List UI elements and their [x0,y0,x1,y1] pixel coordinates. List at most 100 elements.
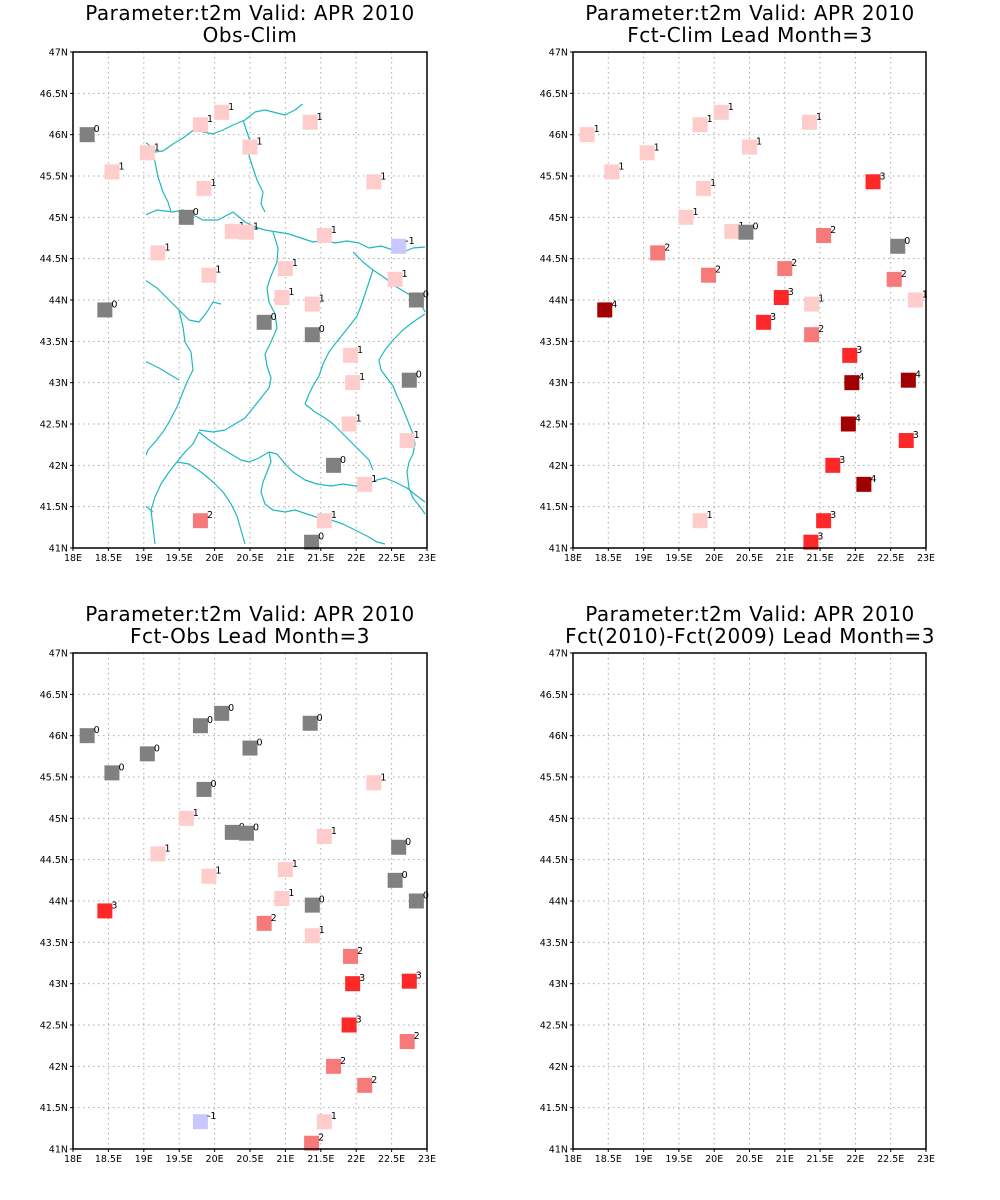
station-marker [104,164,120,180]
station-marker [201,868,217,884]
station-value-label: 0 [228,703,234,714]
station-marker [724,223,740,239]
lat-tick-label: 46.5N [540,690,568,701]
station-marker [178,209,194,225]
station-value-label: 0 [423,891,429,902]
station-value-label: -1 [207,1111,216,1122]
country-borders [573,52,924,544]
lat-tick-label: 45N [549,213,568,224]
station-value-label: 1 [118,161,124,172]
station-marker [304,327,320,343]
station-value-label: 2 [664,242,670,253]
lon-tick-label: 22.5E [877,1154,904,1165]
country-borders [573,653,924,1145]
station-value-label: 1 [292,258,298,269]
lon-tick-label: 21E [276,553,294,564]
station-marker [79,127,95,143]
lon-tick-label: 22E [846,1154,864,1165]
station-value-label: 1 [356,414,362,425]
station-marker [242,740,258,756]
lat-tick-label: 47N [49,649,68,660]
station-marker [387,872,403,888]
lat-tick-label: 47N [549,48,568,59]
station-marker [326,1058,342,1074]
station-value-label: 1 [414,430,420,441]
lon-tick-label: 23E [917,553,935,564]
station-value-label: 2 [901,269,907,280]
lat-tick-label: 41.5N [540,502,568,513]
gridlines [573,52,926,548]
lat-tick-label: 46.5N [540,89,568,100]
station-marker [701,267,717,283]
lon-tick-label: 20E [206,1154,224,1165]
station-value-label: 1 [692,207,698,218]
lat-tick-label: 42.5N [540,1021,568,1032]
station-marker [773,290,789,306]
station-value-label: 3 [788,287,794,298]
station-marker [579,127,595,143]
lon-tick-label: 19.5E [665,1154,692,1165]
station-value-label: 3 [770,312,776,323]
station-marker [742,139,757,155]
station-value-label: 0 [402,870,408,881]
station-marker [316,1114,332,1130]
station-value-label: 3 [839,455,845,466]
station-marker [803,534,819,550]
station-marker [678,209,694,225]
station-marker [391,839,407,855]
station-marker [840,416,856,432]
lat-tick-label: 47N [549,649,568,660]
lon-tick-label: 19E [635,553,653,564]
station-marker [214,104,230,120]
lon-tick-label: 18.5E [595,553,622,564]
panel-subtitle: Obs-Clim [203,23,298,47]
station-marker [692,117,708,133]
station-marker [856,476,872,492]
station-value-label: 0 [111,299,117,310]
lon-tick-label: 18E [64,553,82,564]
lat-tick-label: 42N [549,1062,568,1073]
station-marker [304,897,320,913]
station-marker [238,224,254,240]
lon-tick-label: 19.5E [166,553,193,564]
station-value-label: 1 [253,222,259,233]
lat-tick-label: 46N [549,130,568,141]
station-value-label: 0 [210,779,216,790]
station-marker [97,903,113,919]
station-value-label: 4 [855,414,861,425]
station-value-label: 2 [371,1075,377,1086]
station-marker [366,775,382,791]
station-marker [139,145,155,161]
station-marker [401,372,417,388]
lat-tick-label: 44N [549,296,568,307]
lon-tick-label: 19E [135,1154,153,1165]
station-marker [804,327,820,343]
lon-tick-label: 22E [846,553,864,564]
station-value-label: 0 [405,837,411,848]
station-marker [900,372,916,388]
lat-tick-label: 43N [49,979,68,990]
station-marker [192,513,208,529]
lat-tick-label: 44N [49,897,68,908]
station-marker [399,1034,415,1050]
lon-tick-label: 20.5E [736,1154,763,1165]
station-marker [816,228,832,244]
station-marker [139,746,155,762]
lat-tick-label: 43.5N [40,938,68,949]
station-marker [256,915,272,931]
lat-tick-label: 41.5N [40,1103,68,1114]
station-value-label: 1 [164,843,170,854]
station-value-label: 1 [215,265,221,276]
station-marker [650,245,666,261]
station-value-label: 1 [710,178,716,189]
station-marker [343,347,359,363]
lat-tick-label: 41N [549,1145,568,1156]
lon-tick-label: 23E [917,1154,935,1165]
lat-tick-label: 45.5N [40,172,68,183]
lon-tick-label: 18E [564,553,582,564]
station-marker [302,114,318,130]
station-value-label: 3 [359,973,365,984]
station-marker [196,180,212,196]
station-value-label: 2 [818,324,824,335]
lon-tick-label: 18E [64,1154,82,1165]
